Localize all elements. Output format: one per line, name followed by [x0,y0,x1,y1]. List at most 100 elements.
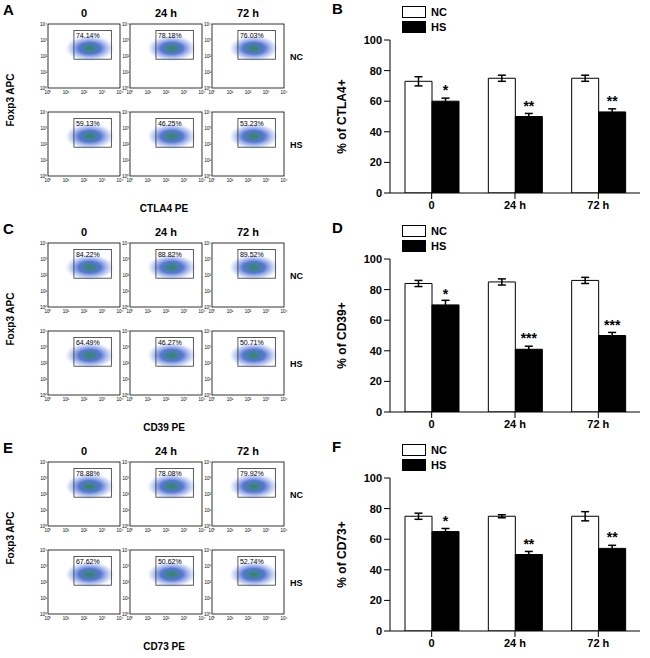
svg-text:10³: 10³ [181,309,188,314]
svg-text:0: 0 [376,625,382,637]
svg-text:10³: 10³ [122,257,129,262]
svg-text:10²: 10² [81,178,88,183]
svg-text:72 h: 72 h [587,637,609,649]
svg-text:10¹: 10¹ [40,158,47,163]
svg-text:10³: 10³ [122,345,129,350]
svg-text:10¹: 10¹ [63,616,70,621]
svg-text:10⁴: 10⁴ [40,110,47,115]
svg-text:10³: 10³ [204,257,211,262]
svg-text:10²: 10² [163,397,170,402]
svg-text:10³: 10³ [122,564,129,569]
svg-text:24 h: 24 h [155,7,177,19]
svg-text:0: 0 [81,445,87,457]
svg-text:10³: 10³ [204,38,211,43]
svg-text:10²: 10² [163,309,170,314]
svg-text:40: 40 [370,345,382,357]
svg-text:20: 20 [370,594,382,606]
svg-text:10¹: 10¹ [122,377,129,382]
svg-text:10²: 10² [40,273,47,278]
svg-text:CD39 PE: CD39 PE [143,422,185,433]
svg-text:10²: 10² [40,142,47,147]
svg-text:100: 100 [364,253,382,265]
svg-text:10³: 10³ [204,564,211,569]
svg-text:10¹: 10¹ [122,158,129,163]
svg-text:10¹: 10¹ [227,616,234,621]
svg-text:72 h: 72 h [237,7,259,19]
svg-text:10¹: 10¹ [40,596,47,601]
svg-text:10²: 10² [245,616,252,621]
svg-text:10⁰: 10⁰ [126,90,133,95]
svg-text:40: 40 [370,564,382,576]
svg-text:80: 80 [370,503,382,515]
svg-text:10²: 10² [122,361,129,366]
svg-text:***: *** [604,317,621,333]
svg-text:10¹: 10¹ [122,289,129,294]
svg-text:CD73 PE: CD73 PE [143,641,185,652]
svg-text:C: C [8,220,14,237]
svg-text:***: *** [521,330,538,346]
svg-text:10¹: 10¹ [204,508,211,513]
svg-text:10⁰: 10⁰ [126,309,133,314]
svg-text:10²: 10² [122,142,129,147]
svg-text:88.82%: 88.82% [158,251,182,258]
svg-text:10¹: 10¹ [122,596,129,601]
svg-text:10²: 10² [122,54,129,59]
svg-text:10⁰: 10⁰ [208,309,215,314]
svg-text:10³: 10³ [181,616,188,621]
svg-text:10²: 10² [40,580,47,585]
svg-text:10¹: 10¹ [204,70,211,75]
svg-text:10¹: 10¹ [40,70,47,75]
svg-text:10⁰: 10⁰ [208,397,215,402]
svg-text:0: 0 [429,637,435,649]
svg-text:10⁰: 10⁰ [44,90,51,95]
svg-text:10⁴: 10⁴ [204,460,211,465]
svg-text:0: 0 [376,187,382,199]
svg-text:10⁴: 10⁴ [122,548,129,553]
svg-text:10¹: 10¹ [145,178,152,183]
svg-text:10¹: 10¹ [40,508,47,513]
svg-text:72 h: 72 h [587,199,609,211]
svg-text:10⁴: 10⁴ [281,309,288,314]
svg-text:NC: NC [290,490,303,500]
svg-text:20: 20 [370,375,382,387]
svg-text:10²: 10² [245,397,252,402]
svg-text:10³: 10³ [99,528,106,533]
svg-text:10³: 10³ [40,126,47,131]
svg-text:10³: 10³ [204,126,211,131]
svg-text:*: * [443,513,449,529]
svg-text:24 h: 24 h [155,445,177,457]
svg-text:HS: HS [290,578,303,588]
svg-text:10³: 10³ [40,257,47,262]
svg-text:10⁰: 10⁰ [44,528,51,533]
svg-text:89.52%: 89.52% [240,251,264,258]
svg-text:24 h: 24 h [155,226,177,238]
svg-text:% of CD39+: % of CD39+ [335,302,349,368]
svg-text:78.88%: 78.88% [76,470,100,477]
svg-text:84.22%: 84.22% [76,251,100,258]
svg-text:0: 0 [429,418,435,430]
svg-text:10²: 10² [122,580,129,585]
svg-text:50.62%: 50.62% [158,558,182,565]
svg-text:**: ** [607,529,618,545]
svg-text:10⁰: 10⁰ [44,397,51,402]
svg-text:10⁴: 10⁴ [281,90,288,95]
svg-text:Foxp3 APC: Foxp3 APC [8,512,16,565]
svg-text:10¹: 10¹ [122,70,129,75]
svg-text:10³: 10³ [99,397,106,402]
svg-text:10³: 10³ [122,126,129,131]
svg-text:10⁴: 10⁴ [122,22,129,27]
svg-text:NC: NC [290,271,303,281]
svg-text:10¹: 10¹ [145,528,152,533]
svg-text:10²: 10² [81,528,88,533]
svg-text:10²: 10² [245,528,252,533]
svg-text:10¹: 10¹ [204,596,211,601]
svg-text:10²: 10² [204,580,211,585]
svg-text:10³: 10³ [263,616,270,621]
svg-text:10⁰: 10⁰ [208,528,215,533]
svg-text:10³: 10³ [181,178,188,183]
svg-text:10⁰: 10⁰ [208,178,215,183]
svg-text:10²: 10² [245,178,252,183]
svg-text:0: 0 [429,199,435,211]
svg-text:80: 80 [370,284,382,296]
svg-text:60: 60 [370,314,382,326]
